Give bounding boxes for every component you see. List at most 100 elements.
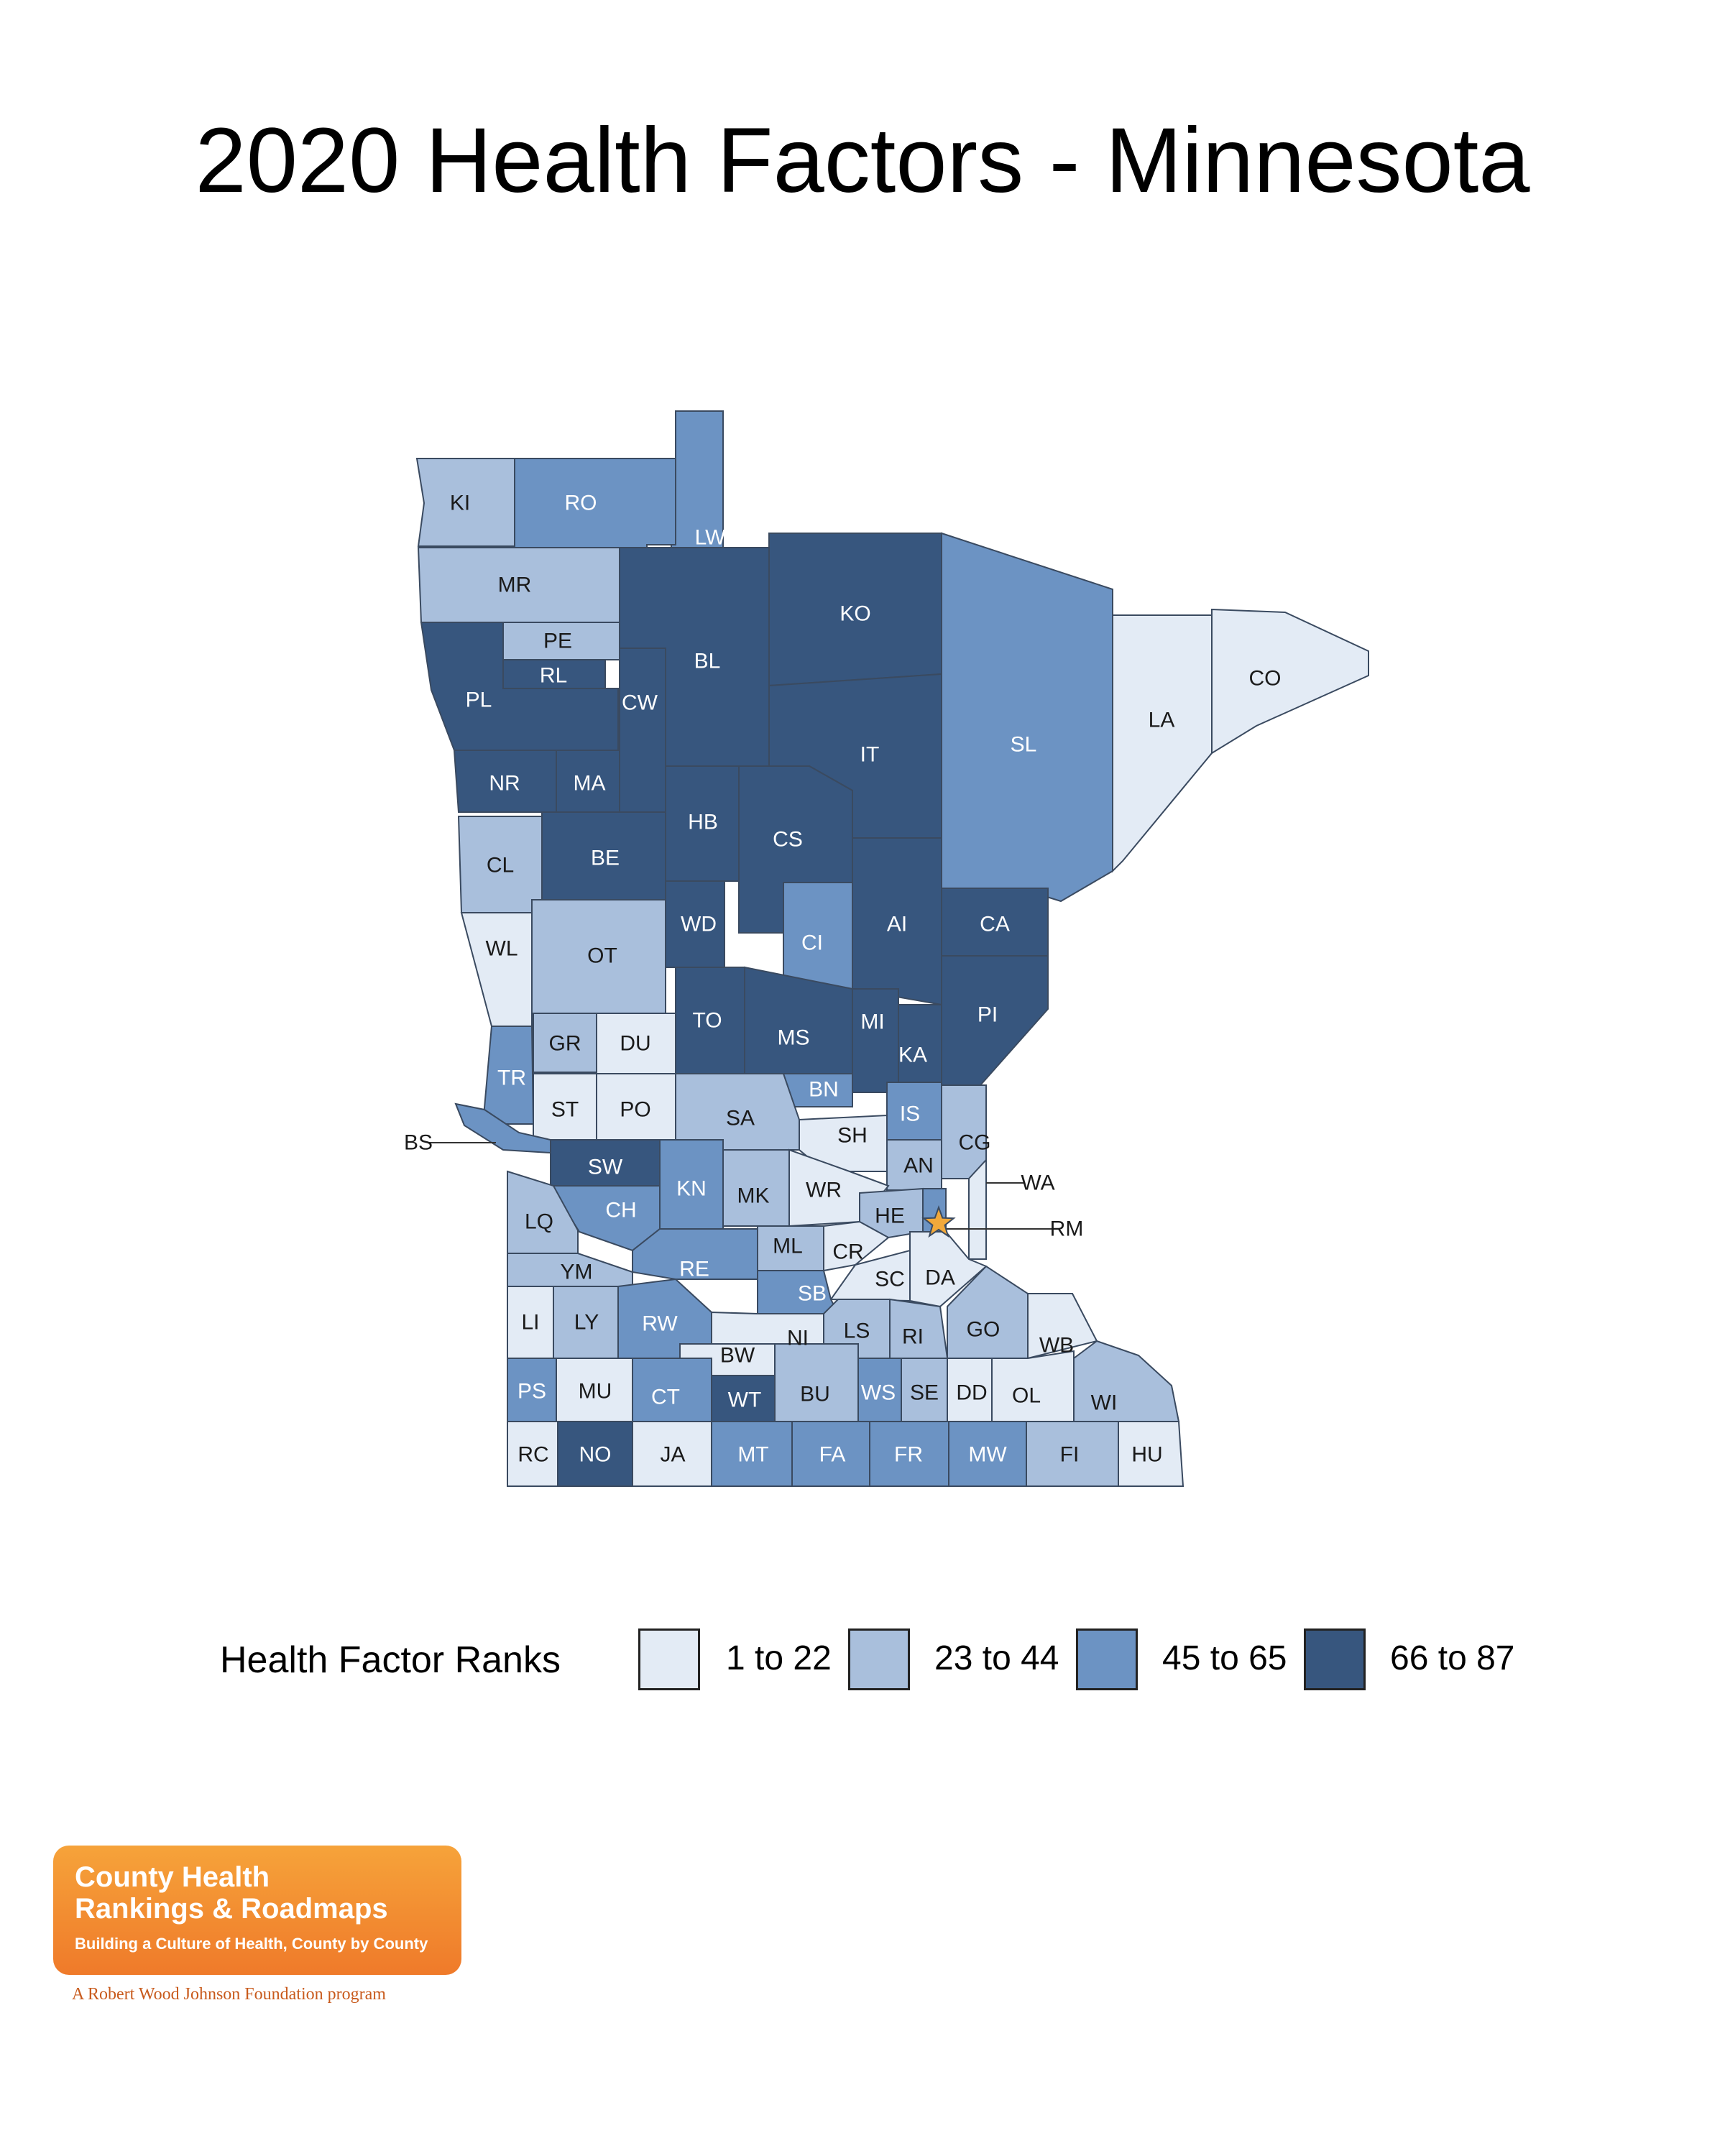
legend-swatch-1	[638, 1628, 700, 1690]
county-label-wt: WT	[728, 1388, 762, 1412]
county-label-fi: FI	[1060, 1443, 1080, 1467]
county-label-ws: WS	[861, 1381, 896, 1405]
county-label-sl: SL	[1011, 733, 1037, 757]
county-pl	[420, 622, 619, 751]
county-label-mk: MK	[737, 1184, 770, 1208]
county-label-ri: RI	[902, 1325, 924, 1349]
logo-subtitle: A Robert Wood Johnson Foundation program	[72, 1985, 386, 2004]
county-label-bw: BW	[720, 1344, 755, 1368]
county-cw	[619, 648, 666, 813]
capital-star-icon	[921, 1205, 956, 1238]
county-wa	[968, 1158, 987, 1260]
county-label-cw: CW	[622, 691, 658, 715]
county-label-an: AN	[903, 1154, 934, 1178]
county-label-mt: MT	[737, 1443, 768, 1467]
county-label-pe: PE	[543, 630, 572, 653]
county-la	[1112, 614, 1213, 873]
county-label-ai: AI	[887, 913, 907, 936]
county-wi	[1073, 1340, 1180, 1422]
county-sh	[799, 1114, 888, 1172]
map-title: 2020 Health Factors - Minnesota	[195, 109, 1530, 212]
county-label-ms: MS	[778, 1026, 810, 1050]
legend-label-4: 66 to 87	[1390, 1639, 1515, 1677]
county-label-tr: TR	[497, 1067, 526, 1090]
county-label-sw: SW	[588, 1156, 623, 1179]
county-label-li: LI	[521, 1311, 539, 1335]
legend-label-1: 1 to 22	[726, 1639, 832, 1677]
county-label-ps: PS	[518, 1380, 546, 1404]
county-label-nr: NR	[489, 772, 520, 796]
legend-swatch-4	[1304, 1628, 1366, 1690]
county-lq	[507, 1170, 579, 1254]
county-label-he: HE	[875, 1204, 905, 1228]
county-label-wa: WA	[1021, 1171, 1054, 1195]
county-label-ly: LY	[574, 1311, 599, 1335]
county-label-fa: FA	[819, 1443, 846, 1467]
county-label-bs: BS	[404, 1131, 433, 1155]
legend-label-3: 45 to 65	[1162, 1639, 1287, 1677]
county-label-ma: MA	[574, 772, 606, 796]
county-wl	[460, 912, 533, 1027]
county-label-dd: DD	[956, 1381, 987, 1405]
county-label-rw: RW	[642, 1312, 678, 1336]
county-label-rc: RC	[518, 1443, 548, 1467]
county-label-hu: HU	[1131, 1443, 1162, 1467]
county-sl	[941, 532, 1113, 903]
county-label-ct: CT	[651, 1386, 680, 1409]
county-label-se: SE	[910, 1381, 939, 1405]
county-label-ml: ML	[773, 1235, 803, 1258]
county-label-ls: LS	[844, 1319, 870, 1343]
county-label-cl: CL	[487, 854, 514, 877]
logo-line-1: County Health	[75, 1861, 270, 1893]
county-label-wi: WI	[1091, 1391, 1118, 1415]
county-label-ca: CA	[980, 913, 1010, 936]
county-label-gr: GR	[549, 1032, 581, 1056]
county-hu	[1118, 1421, 1184, 1487]
county-label-it: IT	[860, 743, 880, 767]
county-co	[1211, 608, 1369, 755]
county-label-mu: MU	[579, 1380, 612, 1404]
county-label-la: LA	[1149, 709, 1175, 732]
county-label-kn: KN	[676, 1177, 707, 1201]
county-label-fr: FR	[894, 1443, 923, 1467]
county-health-rankings-logo: County Health Rankings & Roadmaps Buildi…	[53, 1846, 461, 1975]
county-label-ym: YM	[561, 1261, 593, 1284]
county-label-wb: WB	[1039, 1334, 1074, 1358]
county-label-da: DA	[925, 1266, 955, 1290]
county-label-pl: PL	[466, 688, 492, 712]
county-label-ka: KA	[898, 1044, 927, 1067]
county-label-du: DU	[620, 1032, 650, 1056]
county-label-sh: SH	[837, 1124, 868, 1148]
logo-tagline: Building a Culture of Health, County by …	[75, 1935, 428, 1953]
county-label-ro: RO	[565, 492, 597, 515]
logo-line-2: Rankings & Roadmaps	[75, 1893, 388, 1925]
county-cr	[823, 1220, 890, 1272]
county-label-rl: RL	[540, 664, 567, 688]
county-label-bn: BN	[809, 1078, 839, 1102]
county-label-bu: BU	[800, 1383, 830, 1406]
county-label-sb: SB	[798, 1282, 827, 1306]
county-label-wr: WR	[806, 1179, 842, 1202]
county-mi	[852, 988, 899, 1093]
county-label-pi: PI	[978, 1003, 998, 1027]
county-label-sc: SC	[875, 1268, 905, 1291]
county-label-ch: CH	[605, 1199, 636, 1222]
county-label-st: ST	[551, 1098, 579, 1122]
county-label-be: BE	[591, 847, 620, 870]
county-he	[859, 1187, 924, 1239]
county-label-lq: LQ	[525, 1210, 553, 1234]
county-label-mr: MR	[498, 573, 532, 597]
county-label-no: NO	[579, 1443, 612, 1467]
county-label-mw: MW	[968, 1443, 1007, 1467]
county-label-go: GO	[967, 1318, 1000, 1342]
county-label-to: TO	[692, 1009, 722, 1033]
county-label-cs: CS	[773, 828, 803, 852]
legend-swatch-3	[1076, 1628, 1138, 1690]
county-label-re: RE	[679, 1258, 709, 1281]
legend-swatch-2	[848, 1628, 910, 1690]
county-bs	[454, 1102, 551, 1154]
county-label-ja: JA	[660, 1443, 685, 1467]
county-label-mi: MI	[860, 1010, 884, 1034]
county-label-cr: CR	[832, 1240, 863, 1264]
